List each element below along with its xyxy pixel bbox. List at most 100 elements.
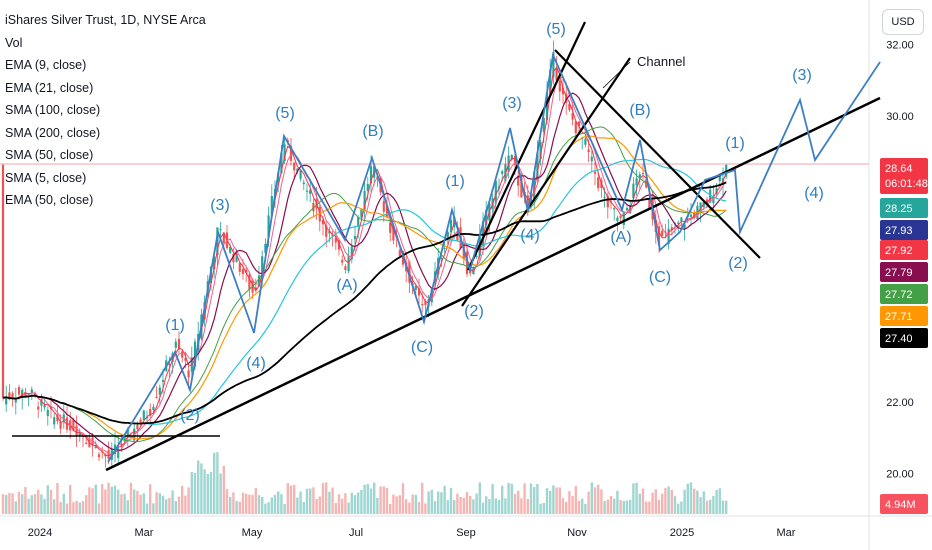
sma-200-line [2, 181, 727, 425]
volume-bar [43, 498, 46, 514]
candle-body [625, 207, 629, 211]
volume-bar [699, 497, 702, 514]
candle-body [43, 404, 46, 408]
volume-bar [238, 501, 241, 514]
candle-body [129, 436, 133, 438]
candle-body [14, 399, 17, 403]
price-tag-value: 27.72 [885, 289, 913, 301]
price-tag-value: 28.25 [885, 203, 913, 215]
legend-sma-5: SMA (5, close) [5, 170, 87, 185]
volume-bar [686, 483, 689, 514]
volume-bar [667, 486, 670, 514]
candle-body [117, 448, 120, 459]
channel-label: Channel [637, 54, 686, 69]
candle-body [267, 215, 270, 238]
volume-bar [545, 488, 549, 514]
volume-bar [91, 488, 94, 514]
candle-body [360, 209, 363, 218]
candle-body [283, 144, 286, 161]
volume-bar [392, 494, 395, 514]
volume-bar [504, 498, 507, 514]
x-tick-label: Mar [777, 527, 796, 539]
volume-bar [219, 473, 222, 514]
volume-bar [725, 500, 728, 514]
volume-bar [654, 489, 657, 514]
volume-bar [113, 485, 117, 514]
volume-bar [62, 493, 65, 514]
candle-body [33, 393, 37, 396]
candle-body [305, 190, 309, 192]
volume-bar [72, 502, 75, 514]
volume-bar [702, 491, 705, 514]
elliott-wave-path [107, 51, 881, 463]
volume-bar [395, 496, 398, 514]
volume-bar [123, 493, 126, 514]
candle-body [494, 180, 497, 204]
volume-bar [517, 490, 520, 514]
candle-body [680, 217, 683, 222]
candle-body [440, 257, 443, 259]
volume-bar [411, 494, 414, 514]
volume-bar [289, 485, 293, 514]
volume-bar [283, 503, 286, 514]
candle-body [302, 182, 305, 185]
candle-body [555, 67, 558, 81]
candle-body [222, 232, 225, 243]
volume-bar [107, 482, 110, 514]
volume-bar [443, 485, 446, 514]
price-tag-value: 27.93 [885, 225, 913, 237]
candle-body [123, 434, 126, 441]
volume-bar [456, 493, 459, 514]
volume-bar [478, 482, 481, 514]
candle-body [216, 227, 219, 256]
candle-body [177, 338, 181, 350]
volume-bar [709, 499, 712, 514]
candle-body [533, 171, 536, 201]
wave-label: (3) [502, 95, 522, 112]
volume-bar [513, 493, 517, 514]
candle-body [59, 421, 62, 429]
price-tag-value: 27.40 [885, 333, 913, 345]
price-tag-value: 28.64 [885, 163, 913, 175]
volume-bar [8, 493, 11, 514]
volume-bar [571, 495, 574, 514]
candle-body [398, 250, 401, 256]
candle-body [5, 396, 8, 405]
volume-bar [600, 489, 603, 514]
volume-bar [296, 497, 299, 514]
candle-body [136, 425, 139, 430]
candle-body [513, 155, 517, 166]
volume-bar [501, 485, 504, 514]
volume-bar [433, 501, 437, 514]
volume-bar [721, 500, 725, 514]
candle-body [565, 93, 568, 103]
candle-body [677, 222, 680, 224]
candle-body [635, 178, 638, 186]
wave-label: (A) [336, 277, 357, 294]
volume-bar [187, 487, 190, 514]
currency-button[interactable]: USD [882, 9, 924, 35]
volume-bar [565, 501, 568, 514]
volume-bar [139, 494, 142, 514]
volume-bar [693, 488, 696, 514]
volume-bar [360, 489, 363, 514]
volume-bar [472, 499, 475, 514]
volume-bar [417, 501, 421, 514]
volume-bar [683, 489, 686, 514]
candle-body [193, 341, 197, 367]
volume-bar [129, 482, 133, 514]
volume-bar [558, 487, 561, 514]
candle-body [174, 341, 177, 348]
candle-body [235, 253, 238, 262]
wave-label: (2) [728, 255, 748, 272]
candle-body [270, 196, 273, 216]
volume-bar [81, 500, 85, 514]
candle-body [299, 169, 302, 179]
volume-bar [520, 498, 523, 514]
volume-bar [133, 489, 136, 514]
volume-bar [606, 499, 609, 514]
volume-bar [104, 489, 107, 514]
candle-body [8, 392, 11, 400]
candle-body [453, 216, 456, 228]
